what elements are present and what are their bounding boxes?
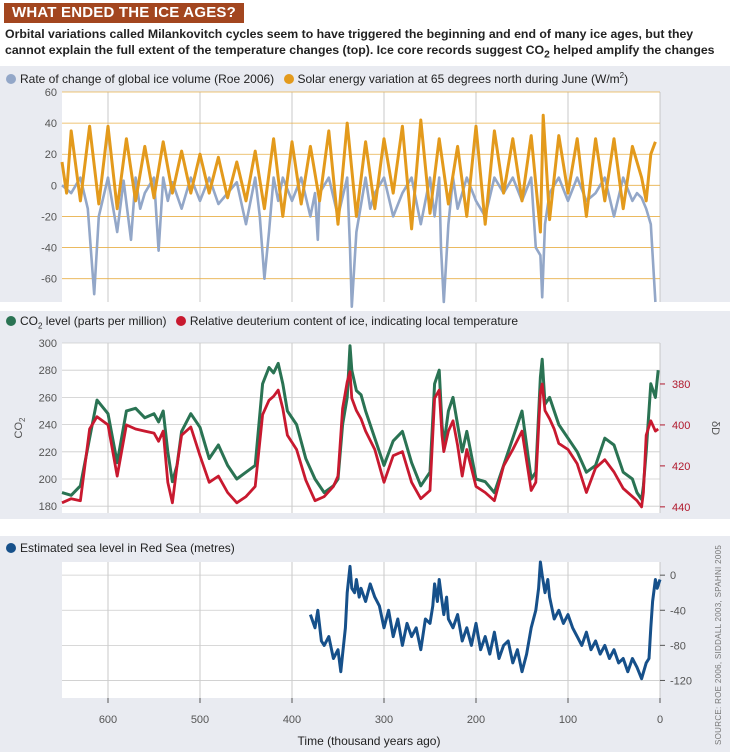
legend-deuterium: Relative deuterium content of ice, indic…	[175, 314, 519, 328]
y2-axis-label-deuterium: δD	[709, 421, 721, 435]
legend-bottom: Estimated sea level in Red Sea (metres)	[6, 541, 241, 555]
x-tick-label-200: 200	[467, 714, 485, 726]
y-tick-label-280: 280	[39, 365, 57, 377]
legend-dot-sea-level	[6, 543, 16, 553]
legend-dot-ice-volume	[6, 74, 16, 84]
y-tick-label--20: -20	[41, 211, 57, 223]
chart-banner-title: WHAT ENDED THE ICE AGES?	[4, 3, 244, 23]
y-tick-label-20: 20	[45, 149, 57, 161]
x-tick-label-300: 300	[375, 714, 393, 726]
y-tick-label-300: 300	[39, 338, 57, 350]
y-axis-label-co2-sub: 2	[18, 417, 27, 422]
y2-tick-label-380: 380	[672, 379, 690, 391]
chart-top-svg: 60 40 20 0 -20 -40 -60	[41, 87, 661, 308]
legend-label-ice-volume: Rate of change of global ice volume (Roe…	[20, 72, 275, 86]
y-tick-label-0: 0	[670, 570, 676, 582]
legend-dot-deuterium	[175, 316, 186, 326]
y-tick-label-260: 260	[39, 392, 57, 404]
legend-ice-volume: Rate of change of global ice volume (Roe…	[6, 72, 274, 86]
y-tick-label-180: 180	[39, 501, 57, 513]
x-tick-label-400: 400	[283, 714, 301, 726]
y-tick-label--120: -120	[670, 675, 692, 687]
legend-label-co2-sub: 2	[38, 321, 43, 331]
panel-co2-deuterium: CO2 level (parts per million) Relative d…	[0, 311, 730, 519]
y-tick-label--80: -80	[670, 640, 686, 652]
y2-tick-label-400: 400	[672, 420, 690, 432]
legend-dot-solar	[283, 74, 294, 84]
y-tick-label-200: 200	[39, 474, 57, 486]
series-line-deuterium	[61, 370, 660, 509]
x-tick-label-500: 500	[191, 714, 209, 726]
x-tick-label-0: 0	[657, 714, 663, 726]
y2-tick-label-420: 420	[672, 461, 690, 473]
series-line-solar	[60, 113, 657, 234]
y-tick-label-60: 60	[45, 87, 57, 99]
x-tick-label-100: 100	[559, 714, 577, 726]
legend-label-sea-level: Estimated sea level in Red Sea (metres)	[20, 541, 235, 555]
y-tick-label-220: 220	[39, 447, 57, 459]
legend-label-co2-pre: CO	[20, 314, 38, 328]
series-line-co2	[61, 344, 660, 501]
y-tick-label--40: -40	[670, 605, 686, 617]
intro-text-subscript: 2	[544, 49, 550, 61]
legend-label-solar-tail: )	[624, 72, 629, 86]
y-tick-label--60: -60	[41, 274, 57, 286]
legend-co2: CO2 level (parts per million)	[6, 314, 167, 333]
y-tick-label-40: 40	[45, 118, 57, 130]
x-tick-label-600: 600	[99, 714, 117, 726]
chart-intro-text: Orbital variations called Milankovitch c…	[5, 26, 733, 79]
legend-label-solar: Solar energy variation at 65 degrees nor…	[297, 72, 620, 86]
series-line-ice-volume	[61, 176, 657, 308]
chart-middle-svg: 300 280 260 240 220 200 180 380 400 420 440 CO2 δD	[13, 338, 721, 514]
y-tick-label-0: 0	[51, 180, 57, 192]
x-axis-label: Time (thousand years ago)	[297, 734, 441, 748]
chart-bottom-svg: 0 -40 -80 -120 600 500 400 300 200 100 0	[62, 560, 692, 726]
y-tick-label--40: -40	[41, 243, 57, 255]
panel-sea-level: Estimated sea level in Red Sea (metres) …	[0, 536, 730, 752]
legend-label-deuterium: Relative deuterium content of ice, indic…	[189, 314, 519, 328]
legend-solar: Solar energy variation at 65 degrees nor…	[283, 69, 629, 86]
series-line-sea-level	[308, 560, 662, 681]
legend-middle: CO2 level (parts per million) Relative d…	[6, 314, 524, 333]
source-credit: SOURCE: ROE 2006, SIDDALL 2003, SPAHNI 2…	[714, 544, 723, 745]
legend-label-solar-sup: 2	[619, 71, 625, 80]
legend-dot-co2	[6, 316, 16, 326]
plot-area-bottom	[62, 562, 660, 698]
y2-tick-label-440: 440	[672, 502, 690, 514]
y-tick-label-240: 240	[39, 420, 57, 432]
panel-milankovitch: Rate of change of global ice volume (Roe…	[0, 66, 730, 308]
y-axis-label-co2: CO2	[13, 417, 27, 439]
legend-top: Rate of change of global ice volume (Roe…	[6, 69, 634, 86]
intro-text-a: Orbital variations called Milankovitch c…	[5, 27, 694, 57]
legend-sea-level: Estimated sea level in Red Sea (metres)	[6, 541, 235, 555]
legend-label-co2: level (parts per million)	[42, 314, 167, 328]
